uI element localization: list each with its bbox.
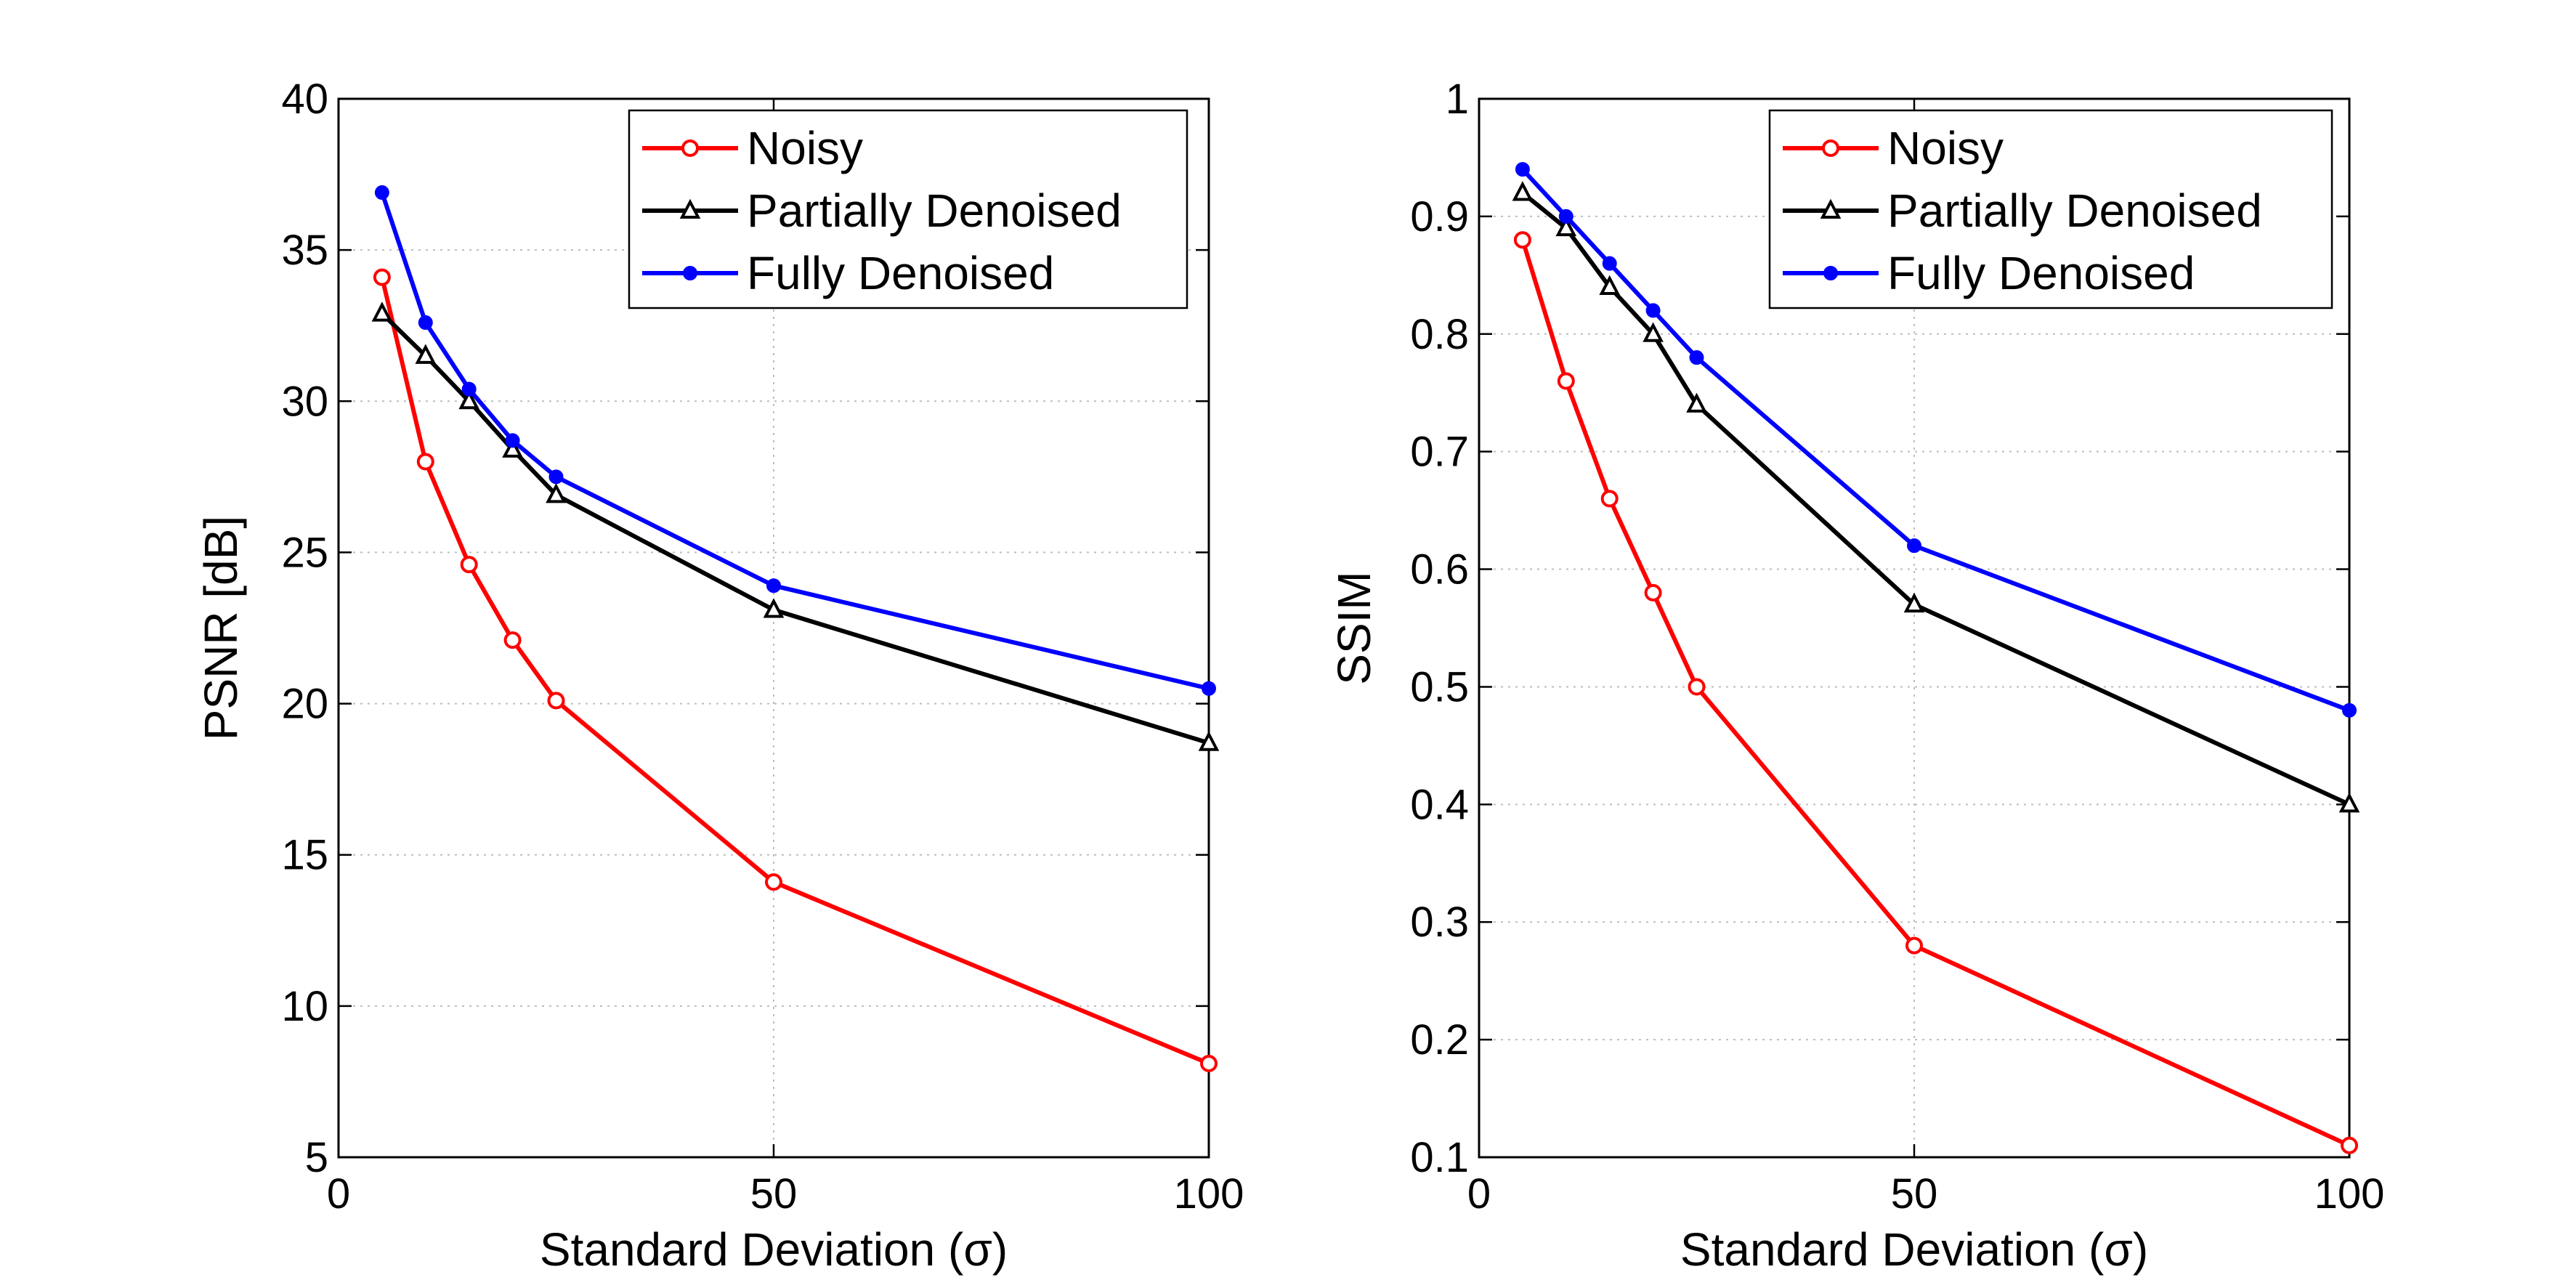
legend: Noisy Partially Denoised Fully Denoised bbox=[628, 109, 1188, 309]
y-tick-label: 20 bbox=[281, 681, 328, 728]
data-point-fully-denoised bbox=[1515, 162, 1530, 177]
data-point-fully-denoised bbox=[1907, 538, 1921, 554]
data-point-partially-denoised bbox=[502, 437, 523, 458]
data-point-fully-denoised bbox=[1602, 256, 1617, 271]
legend-label-partially-denoised: Partially Denoised bbox=[747, 185, 1122, 237]
data-point-fully-denoised bbox=[374, 185, 389, 201]
data-point-fully-denoised bbox=[2342, 702, 2357, 718]
data-point-fully-denoised bbox=[1689, 350, 1704, 365]
data-point-noisy bbox=[1644, 583, 1662, 602]
data-point-partially-denoised bbox=[1555, 216, 1577, 237]
y-axis-label: SSIM bbox=[1328, 571, 1380, 684]
y-tick-label: 15 bbox=[281, 832, 328, 879]
data-point-fully-denoised bbox=[548, 469, 564, 485]
data-point-noisy bbox=[765, 873, 782, 891]
data-point-partially-denoised bbox=[1198, 731, 1220, 751]
data-point-partially-denoised bbox=[458, 389, 480, 410]
legend-marker-partially-denoised bbox=[1820, 198, 1842, 219]
legend-marker-noisy bbox=[1822, 139, 1839, 157]
series-noisy bbox=[1513, 231, 2358, 1154]
y-tick-label: 0.5 bbox=[1410, 663, 1469, 710]
y-tick-label: 5 bbox=[305, 1134, 328, 1181]
y-tick-label: 0.6 bbox=[1410, 546, 1469, 594]
data-point-noisy bbox=[416, 453, 434, 471]
y-tick-label: 10 bbox=[281, 983, 328, 1030]
y-tick-label: 0.4 bbox=[1410, 781, 1469, 828]
data-point-partially-denoised bbox=[1599, 275, 1621, 296]
y-tick-label: 0.9 bbox=[1410, 193, 1469, 240]
legend-marker-partially-denoised bbox=[679, 198, 701, 219]
data-point-noisy bbox=[1513, 231, 1531, 249]
x-tick-label: 50 bbox=[750, 1170, 798, 1218]
data-point-noisy bbox=[2341, 1136, 2358, 1154]
legend-label-fully-denoised: Fully Denoised bbox=[1887, 247, 2195, 299]
x-tick-label: 100 bbox=[2314, 1170, 2385, 1218]
legend-label-noisy: Noisy bbox=[747, 122, 863, 174]
x-tick-label: 0 bbox=[327, 1170, 350, 1218]
data-point-noisy bbox=[373, 268, 391, 286]
series-partially-denoised bbox=[371, 301, 1220, 751]
data-point-fully-denoised bbox=[766, 578, 781, 594]
legend: Noisy Partially Denoised Fully Denoised bbox=[1768, 109, 2333, 309]
y-tick-label: 0.8 bbox=[1410, 311, 1469, 358]
y-tick-label: 30 bbox=[281, 378, 328, 425]
axes-frame bbox=[1478, 97, 2351, 1159]
data-point-partially-denoised bbox=[763, 598, 785, 618]
legend-marker-noisy bbox=[681, 139, 699, 157]
y-axis-label: PSNR [dB] bbox=[195, 516, 247, 740]
data-point-noisy bbox=[460, 556, 478, 574]
data-point-fully-denoised bbox=[1645, 303, 1661, 318]
data-point-noisy bbox=[1600, 490, 1619, 508]
data-point-partially-denoised bbox=[415, 344, 437, 364]
legend-marker-fully-denoised bbox=[1823, 266, 1838, 280]
psnr-chart: 0 50 100 5 10 15 20 25 30 35 40 Standard Deviation … bbox=[195, 76, 1244, 1276]
series-fully-denoised bbox=[374, 185, 1216, 696]
y-tick-label: 40 bbox=[281, 76, 328, 123]
data-point-noisy bbox=[1200, 1054, 1218, 1072]
data-point-noisy bbox=[1688, 678, 1706, 696]
data-point-fully-denoised bbox=[418, 315, 433, 331]
data-point-partially-denoised bbox=[1903, 592, 1925, 613]
data-point-partially-denoised bbox=[371, 301, 393, 322]
y-tick-label: 0.1 bbox=[1410, 1134, 1469, 1181]
ssim-chart: 0 50 100 0.1 0.2 0.3 0.4 0.5 0.6 0.7 0.8 0.9 1 Standa… bbox=[1328, 76, 2384, 1276]
y-tick-label: 1 bbox=[1446, 76, 1469, 123]
legend-label-partially-denoised: Partially Denoised bbox=[1887, 185, 2262, 237]
y-tick-label: 35 bbox=[281, 227, 328, 274]
series-partially-denoised bbox=[1512, 181, 2360, 813]
x-axis-label: Standard Deviation (σ) bbox=[540, 1223, 1008, 1276]
data-point-noisy bbox=[1557, 372, 1575, 390]
data-point-fully-denoised bbox=[505, 433, 520, 448]
y-tick-label: 0.3 bbox=[1410, 899, 1469, 946]
x-axis-label: Standard Deviation (σ) bbox=[1680, 1223, 2148, 1276]
data-point-noisy bbox=[503, 631, 522, 649]
legend-label-fully-denoised: Fully Denoised bbox=[747, 247, 1054, 299]
data-point-fully-denoised bbox=[1202, 681, 1216, 696]
data-point-partially-denoised bbox=[546, 483, 567, 503]
data-point-fully-denoised bbox=[1558, 208, 1573, 224]
y-tick-label: 0.7 bbox=[1410, 429, 1469, 476]
y-tick-label: 25 bbox=[281, 529, 328, 576]
series-noisy bbox=[373, 268, 1218, 1072]
data-point-partially-denoised bbox=[2338, 793, 2360, 813]
axes-frame bbox=[337, 97, 1210, 1159]
data-point-noisy bbox=[547, 692, 565, 710]
legend-label-noisy: Noisy bbox=[1887, 122, 2004, 174]
y-tick-label: 0.2 bbox=[1410, 1016, 1469, 1064]
data-point-fully-denoised bbox=[461, 381, 477, 397]
series-fully-denoised bbox=[1515, 162, 2357, 718]
x-tick-label: 100 bbox=[1174, 1170, 1244, 1218]
data-point-partially-denoised bbox=[1686, 392, 1707, 413]
x-tick-label: 50 bbox=[1891, 1170, 1938, 1218]
data-point-partially-denoised bbox=[1643, 322, 1664, 342]
data-point-partially-denoised bbox=[1512, 181, 1534, 201]
data-point-noisy bbox=[1905, 936, 1923, 955]
legend-marker-fully-denoised bbox=[683, 266, 697, 280]
x-tick-label: 0 bbox=[1467, 1170, 1491, 1218]
